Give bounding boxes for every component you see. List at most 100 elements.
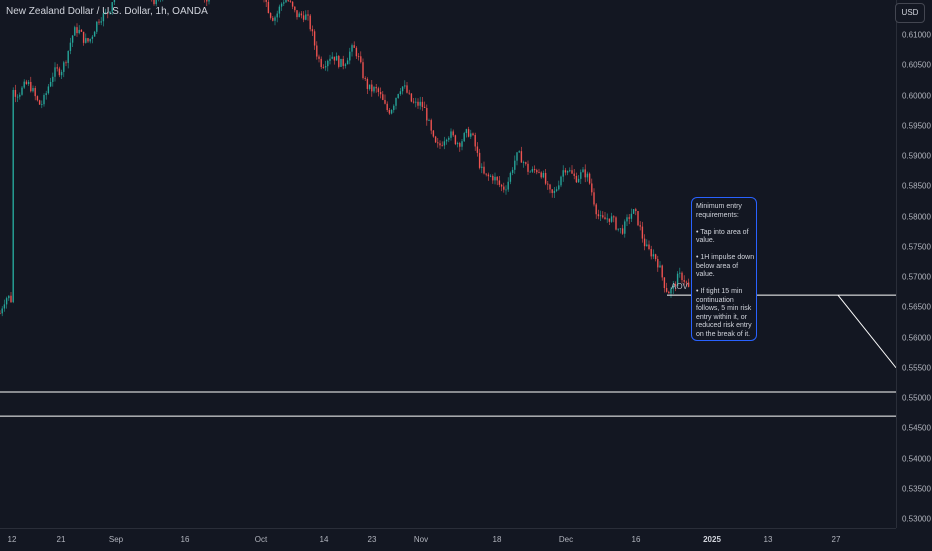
price-tick-label: 0.55000 — [902, 393, 931, 403]
candle-body — [421, 101, 424, 107]
candle-body — [450, 131, 452, 138]
candle-body — [527, 163, 529, 172]
candle-body — [551, 189, 553, 193]
candle-body — [621, 228, 624, 234]
candle-body — [566, 171, 569, 173]
candle-body — [0, 313, 1, 315]
candle-body — [298, 13, 300, 18]
candle-body — [153, 0, 155, 5]
candle-body — [586, 173, 589, 178]
candle-body — [426, 108, 428, 121]
candle-body — [65, 62, 67, 64]
candle-body — [470, 133, 472, 137]
candle-body — [533, 169, 536, 171]
candle-body — [659, 265, 661, 268]
candle-body — [276, 13, 278, 18]
candle-body — [10, 295, 12, 303]
horizontal-lines-group[interactable] — [0, 294, 896, 417]
candle-body — [571, 170, 573, 174]
time-tick-label: 27 — [831, 535, 841, 544]
candle-body — [404, 85, 406, 87]
candle-body — [441, 145, 443, 147]
candle-body — [351, 45, 353, 52]
candle-body — [408, 92, 410, 94]
price-axis[interactable]: 0.61000 0.60500 0.60000 0.59500 0.59000 0.585… — [896, 0, 932, 528]
candle-body — [641, 226, 644, 239]
candle-body — [593, 192, 595, 205]
candle-body — [520, 151, 523, 163]
entry-requirements-note[interactable]: Minimum entry requirements: • Tap into a… — [691, 197, 757, 341]
candle-body — [494, 176, 496, 181]
candle-body — [25, 81, 28, 84]
price-tick-label: 0.57500 — [902, 242, 931, 252]
price-tick-label: 0.53500 — [902, 484, 931, 494]
price-plot[interactable] — [0, 0, 896, 528]
candle-body — [32, 88, 34, 92]
candle-body — [652, 254, 655, 257]
candle-body — [487, 174, 490, 177]
candle-body — [676, 273, 679, 287]
candle-body — [8, 295, 10, 299]
time-tick-label: 2025 — [703, 535, 721, 544]
candle-body — [43, 95, 45, 105]
candle-body — [335, 56, 338, 61]
candle-body — [320, 58, 322, 68]
candle-body — [14, 89, 17, 97]
candle-body — [265, 0, 267, 2]
time-tick-label: Sep — [108, 535, 124, 544]
candle-body — [428, 120, 430, 121]
candle-body — [562, 170, 564, 177]
candle-body — [3, 304, 6, 309]
candle-body — [509, 172, 512, 182]
candle-body — [683, 280, 685, 282]
candle-body — [646, 244, 648, 247]
candle-body — [544, 172, 547, 184]
candle-body — [104, 12, 107, 14]
candle-body — [478, 152, 481, 168]
candle-body — [302, 15, 305, 20]
candle-body — [412, 101, 415, 103]
chart-area[interactable]: New Zealand Dollar / U.S. Dollar, 1h, OA… — [0, 0, 896, 528]
candle-body — [505, 189, 507, 191]
candle-body — [507, 181, 509, 190]
candle-body — [287, 0, 289, 1]
candle-body — [296, 10, 298, 18]
candle-body — [91, 36, 94, 39]
candle-body — [496, 176, 498, 181]
candle-body — [591, 183, 593, 193]
candle-body — [102, 13, 105, 22]
candle-body — [397, 94, 399, 98]
candle-body — [679, 272, 681, 274]
candle-body — [606, 218, 608, 220]
candle-body — [311, 29, 314, 32]
candle-body — [353, 45, 355, 48]
candle-body — [98, 21, 100, 23]
candle-body — [577, 178, 580, 183]
candle-body — [305, 14, 307, 20]
candle-body — [410, 93, 413, 102]
projection-line[interactable] — [837, 294, 896, 369]
time-axis[interactable]: 12 21 Sep 16 Oct 14 23 Nov 18 Dec 16 2025 13 27 — [0, 528, 896, 551]
candle-body — [401, 86, 404, 92]
time-tick-label: 21 — [56, 535, 66, 544]
candle-body — [639, 225, 641, 227]
candle-body — [56, 67, 58, 69]
candle-body — [349, 51, 351, 61]
candle-body — [575, 175, 578, 183]
candle-body — [384, 99, 386, 104]
candle-body — [538, 172, 540, 174]
candle-body — [514, 160, 516, 170]
price-tick-label: 0.58000 — [902, 212, 931, 221]
candle-body — [573, 173, 575, 176]
candle-body — [518, 151, 520, 153]
candle-body — [643, 238, 646, 247]
currency-button[interactable]: USD — [895, 3, 925, 23]
candle-body — [525, 162, 527, 164]
time-tick-label: 12 — [7, 535, 17, 544]
time-tick-label: Nov — [413, 535, 429, 544]
candle-body — [489, 175, 492, 177]
candle-body — [23, 81, 25, 88]
candle-body — [492, 175, 494, 181]
candle-body — [71, 35, 74, 43]
candle-body — [289, 0, 292, 2]
